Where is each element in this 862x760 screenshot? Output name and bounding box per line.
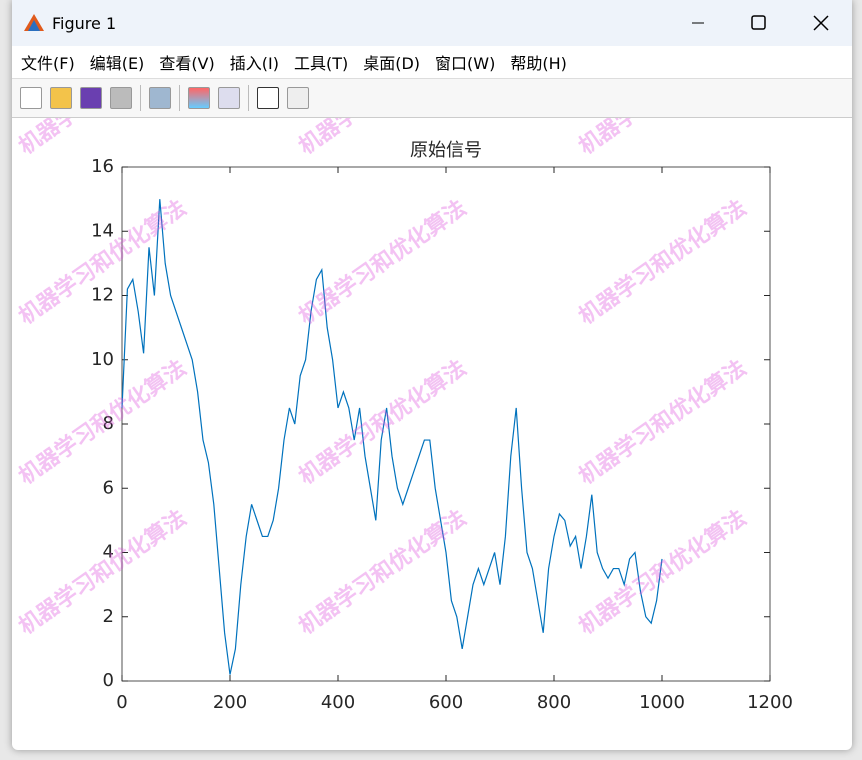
y-tick-label: 4 [103,542,114,563]
window-controls[interactable] [672,0,852,46]
menu-item[interactable]: 编辑(E) [89,54,145,73]
app-icon [24,14,44,31]
axes-box [121,166,771,682]
chart-title: 原始信号 [410,140,482,161]
menu-item[interactable]: 帮助(H) [510,54,567,73]
data-line [121,199,663,675]
menu-item[interactable]: 窗口(W) [435,54,496,73]
menu-item[interactable]: 桌面(D) [363,54,421,73]
watermark: 机器学习和优化算法 [574,118,751,160]
x-tick-label: 1200 [747,692,793,713]
y-tick-label: 12 [91,285,114,306]
y-tick-label: 16 [91,156,114,177]
y-tick-label: 14 [91,220,114,241]
menu-bar: 文件(F) 编辑(E) 查看(V) 插入(I) 工具(T) 桌面(D) 窗口(W) 帮助(H) [12,46,852,79]
y-tick-label: 6 [103,477,114,498]
x-tick-label: 600 [429,692,463,713]
menu-item[interactable]: 文件(F) [21,54,75,73]
figure-window: Figure 1 文件(F) 编辑(E) 查看(V) 插入(I) 工具(T) 桌面(D) 窗… [12,0,852,750]
menu-item[interactable]: 插入(I) [229,54,279,73]
y-tick-label: 8 [103,413,114,434]
x-tick-label: 0 [116,692,127,713]
menu-item[interactable]: 工具(T) [293,54,349,73]
title-bar: Figure 1 [12,0,852,46]
toolbar [12,79,852,118]
watermark: 机器学习和优化算法 [14,118,191,160]
x-tick-label: 800 [537,692,571,713]
x-tick-label: 1000 [639,692,685,713]
x-tick-label: 400 [321,692,355,713]
menu-item[interactable]: 查看(V) [159,54,215,73]
x-tick-label: 200 [213,692,247,713]
y-tick-label: 2 [103,606,114,627]
y-tick-label: 0 [103,670,114,691]
y-tick-label: 10 [91,349,114,370]
window-title: Figure 1 [52,13,117,33]
